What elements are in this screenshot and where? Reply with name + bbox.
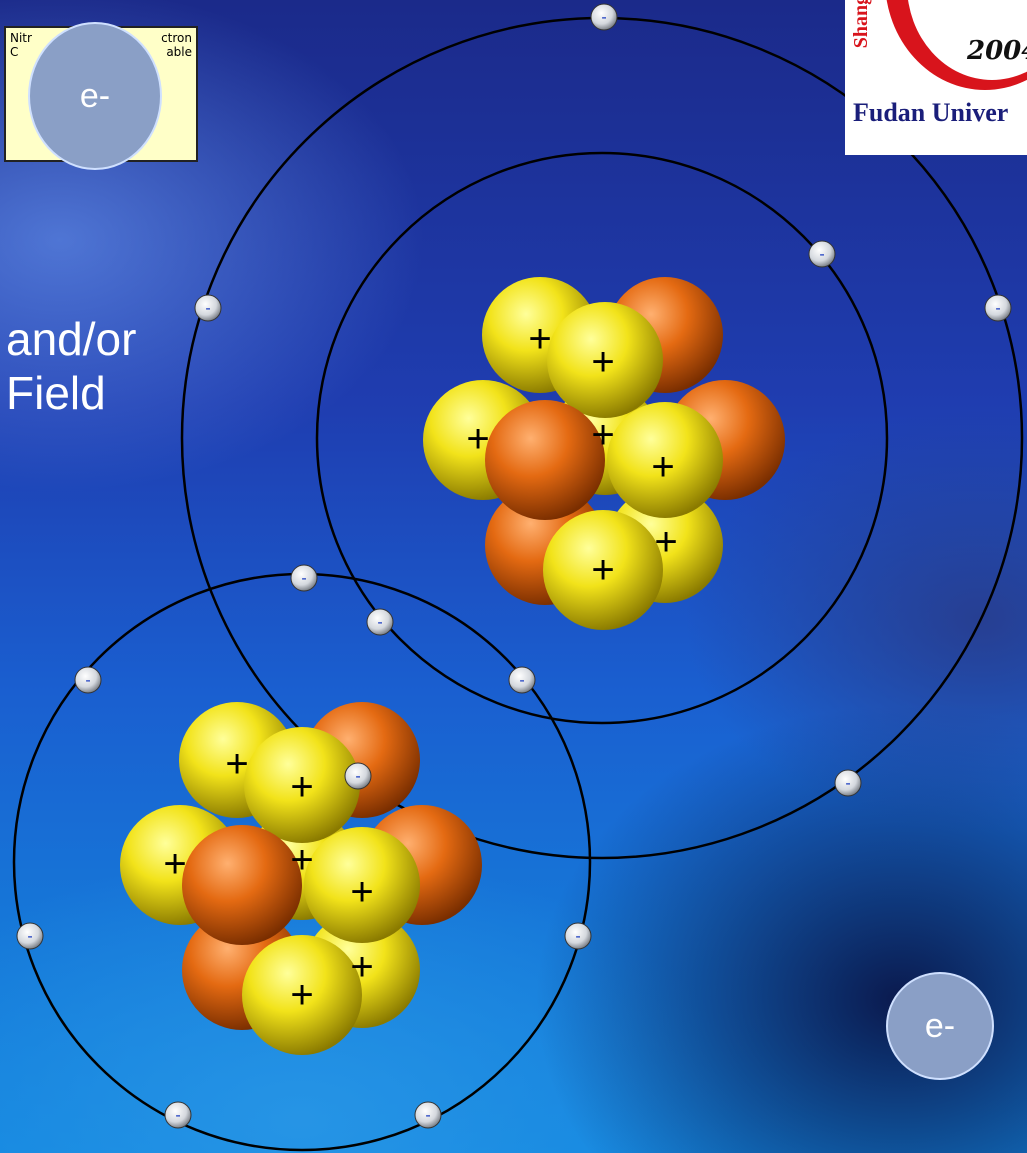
proton-charge-label: + bbox=[290, 973, 313, 1017]
electron-icon: - bbox=[414, 1101, 442, 1129]
nucleus-small: + + + + + + + bbox=[120, 702, 482, 1055]
electron-charge-label: - bbox=[995, 300, 1000, 317]
electrons: - - - - - - - - - - - - - - bbox=[16, 3, 1012, 1129]
electron-icon: - bbox=[16, 922, 44, 950]
info-box-line2-right: able bbox=[166, 45, 192, 59]
electron-charge-label: - bbox=[355, 768, 360, 785]
electron-icon: - bbox=[290, 564, 318, 592]
slide-text-line1: and/or bbox=[6, 313, 137, 365]
electron-icon: - bbox=[508, 666, 536, 694]
proton-charge-label: + bbox=[591, 548, 614, 592]
proton-charge-label: + bbox=[654, 520, 677, 564]
electron-charge-label: - bbox=[27, 928, 32, 945]
electron-bubble: e- bbox=[28, 22, 162, 170]
electron-icon: - bbox=[590, 3, 618, 31]
logo-university: Fudan Univer bbox=[853, 98, 1009, 127]
proton-charge-label: + bbox=[225, 742, 248, 786]
electron-charge-label: - bbox=[175, 1107, 180, 1124]
electron-icon: - bbox=[564, 922, 592, 950]
electron-bubble: e- bbox=[886, 972, 994, 1080]
electron-icon: - bbox=[164, 1101, 192, 1129]
logo-vertical-text: Shang bbox=[850, 0, 873, 49]
electron-charge-label: - bbox=[519, 672, 524, 689]
electron-charge-label: - bbox=[819, 246, 824, 263]
electron-charge-label: - bbox=[85, 672, 90, 689]
electron-charge-label: - bbox=[575, 928, 580, 945]
electron-icon: - bbox=[834, 769, 862, 797]
proton-charge-label: + bbox=[528, 317, 551, 361]
electron-icon: - bbox=[808, 240, 836, 268]
electron-icon: - bbox=[984, 294, 1012, 322]
electron-icon: - bbox=[74, 666, 102, 694]
slide-text: and/or Field bbox=[6, 312, 136, 420]
proton-charge-label: + bbox=[290, 838, 313, 882]
proton-charge-label: + bbox=[350, 870, 373, 914]
electron-icon: - bbox=[366, 608, 394, 636]
electron-charge-label: - bbox=[601, 9, 606, 26]
info-box-line2-left: C bbox=[10, 45, 19, 59]
nucleus-large: + + + + + + + bbox=[423, 277, 785, 630]
info-box-line1-left: Nitr bbox=[10, 31, 32, 45]
electron-icon: - bbox=[194, 294, 222, 322]
proton-charge-label: + bbox=[350, 945, 373, 989]
inner-orbit-large-atom bbox=[315, 151, 889, 725]
info-box-line1-right: ctron bbox=[161, 31, 192, 45]
slide-text-line2: Field bbox=[6, 367, 106, 419]
proton-charge-label: + bbox=[290, 765, 313, 809]
proton-charge-label: + bbox=[651, 445, 674, 489]
electron-charge-label: - bbox=[205, 300, 210, 317]
proton-charge-label: + bbox=[163, 842, 186, 886]
electron-icon: - bbox=[344, 762, 372, 790]
electron-charge-label: - bbox=[845, 775, 850, 792]
electron-charge-label: - bbox=[425, 1107, 430, 1124]
proton-charge-label: + bbox=[591, 413, 614, 457]
electron-charge-label: - bbox=[377, 614, 382, 631]
proton-charge-label: + bbox=[591, 340, 614, 384]
proton-charge-label: + bbox=[466, 417, 489, 461]
logo-year: 2004 bbox=[967, 36, 1027, 66]
electron-charge-label: - bbox=[301, 570, 306, 587]
fudan-logo: Shang 2004 Fudan Univer bbox=[845, 0, 1027, 155]
